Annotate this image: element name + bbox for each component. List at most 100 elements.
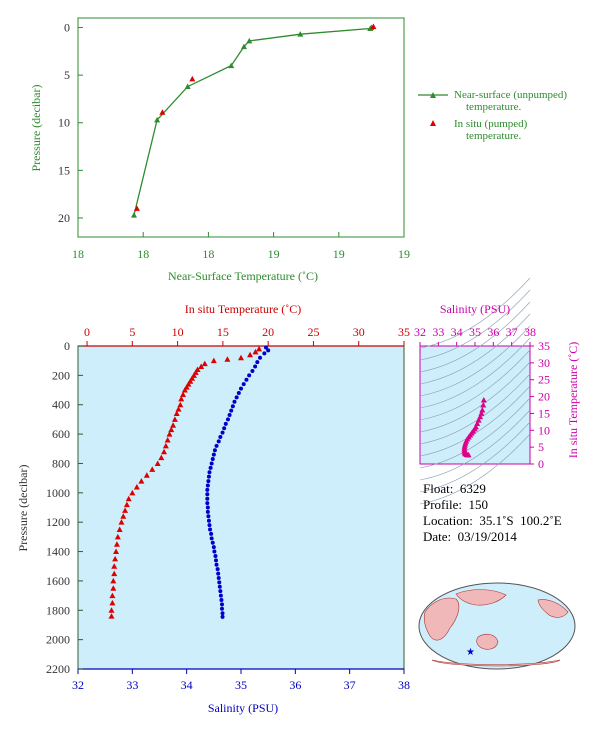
location-map: ★ bbox=[418, 582, 576, 670]
pumped-temperature-point bbox=[370, 23, 377, 30]
density-contour bbox=[419, 409, 531, 481]
temperature-tick-label: 5 bbox=[129, 325, 135, 339]
temperature-tick-label: 35 bbox=[398, 325, 410, 339]
temperature-point bbox=[122, 507, 129, 513]
density-contour bbox=[419, 337, 531, 409]
top-y-tick-label: 10 bbox=[58, 116, 70, 130]
salinity-point bbox=[218, 589, 223, 594]
salinity-point bbox=[220, 611, 225, 616]
legend-pumped-line2: temperature. bbox=[466, 130, 522, 142]
salinity-point bbox=[241, 382, 246, 387]
temperature-point bbox=[129, 489, 136, 496]
float-location: Location: 35.1˚S 100.2˚E bbox=[423, 513, 562, 528]
temperature-point bbox=[113, 541, 120, 547]
temperature-point bbox=[173, 410, 180, 417]
top-y-axis-label: Pressure (decibar) bbox=[29, 85, 43, 172]
temperature-point bbox=[247, 351, 254, 358]
salinity-point bbox=[223, 421, 228, 426]
salinity-point bbox=[214, 562, 219, 567]
salinity-point bbox=[227, 413, 232, 418]
top-y-tick-label: 5 bbox=[64, 68, 70, 82]
salinity-point bbox=[230, 404, 235, 409]
pumped-temperature-point bbox=[189, 75, 196, 82]
salinity-point bbox=[217, 580, 222, 585]
unpumped-temperature-point bbox=[228, 62, 235, 69]
ts-diagram: 32 33 34 35 36 37 38 0 5 10 15 20 25 30 35 Salinity (… bbox=[414, 277, 580, 505]
salinity-point bbox=[206, 518, 211, 523]
unpumped-temperature-point bbox=[297, 31, 304, 37]
salinity-point bbox=[258, 355, 263, 360]
salinity-tick-label: 35 bbox=[235, 678, 247, 692]
salinity-point bbox=[232, 399, 237, 404]
pumped-temperature-point bbox=[159, 109, 166, 115]
temperature-point bbox=[168, 426, 175, 433]
density-contour bbox=[419, 301, 531, 373]
main-plot-frame bbox=[77, 345, 405, 670]
top-x-tick-label: 18 bbox=[72, 247, 84, 261]
legend-unpumped-line1: Near-surface (unpumped) bbox=[454, 89, 567, 101]
salinity-point bbox=[205, 496, 210, 501]
salinity-point bbox=[205, 492, 210, 497]
ts-temperature-tick-label: 10 bbox=[538, 423, 550, 437]
pressure-tick-label: 1200 bbox=[46, 515, 70, 529]
pressure-tick-label: 800 bbox=[52, 456, 70, 470]
ts-salinity-tick-label: 32 bbox=[414, 325, 426, 339]
ts-temperature-label: In situ Temperature (˚C) bbox=[566, 342, 580, 459]
density-contour bbox=[419, 433, 531, 505]
ts-temperature-tick-label: 5 bbox=[538, 440, 544, 454]
salinity-point bbox=[207, 470, 212, 475]
temperature-point bbox=[170, 422, 177, 428]
salinity-point bbox=[236, 390, 241, 395]
temperature-point bbox=[164, 436, 171, 443]
temperature-point bbox=[112, 555, 119, 562]
map-land-asia bbox=[455, 589, 507, 606]
salinity-point bbox=[210, 540, 215, 545]
ts-point bbox=[480, 402, 487, 408]
salinity-point bbox=[215, 567, 220, 572]
density-contour bbox=[419, 277, 531, 349]
temperature-point bbox=[120, 513, 127, 519]
temperature-point bbox=[171, 416, 178, 422]
main-temperature-axis-label: In situ Temperature (˚C) bbox=[185, 302, 302, 316]
profile-number: Profile: 150 bbox=[423, 497, 488, 512]
temperature-point bbox=[109, 592, 116, 599]
ts-point bbox=[479, 407, 486, 413]
ts-salinity-label: Salinity (PSU) bbox=[440, 302, 510, 316]
salinity-point bbox=[210, 457, 215, 462]
temperature-point bbox=[116, 526, 123, 533]
pressure-tick-label: 600 bbox=[52, 427, 70, 441]
temperature-point bbox=[180, 391, 187, 397]
salinity-point bbox=[247, 373, 252, 378]
ts-temperature-tick-label: 30 bbox=[538, 356, 550, 370]
top-y-tick-label: 20 bbox=[58, 211, 70, 225]
map-land-australia bbox=[476, 633, 499, 650]
temperature-tick-label: 30 bbox=[353, 325, 365, 339]
top-x-tick-label: 19 bbox=[333, 247, 345, 261]
legend-marker-pumped bbox=[430, 120, 436, 126]
salinity-tick-label: 37 bbox=[344, 678, 356, 692]
salinity-point bbox=[205, 483, 210, 488]
salinity-point bbox=[222, 426, 227, 431]
salinity-point bbox=[225, 417, 230, 422]
ts-salinity-tick-label: 36 bbox=[487, 325, 499, 339]
temperature-point bbox=[161, 448, 168, 455]
profile-chart: 0 5 10 15 20 25 30 35 32 33 34 35 36 37 38 0 200 400 600… bbox=[16, 302, 410, 715]
density-contour bbox=[419, 373, 531, 445]
unpumped-temperature-point bbox=[240, 43, 247, 50]
ts-plot-frame bbox=[419, 345, 531, 465]
top-y-tick-label: 15 bbox=[58, 163, 70, 177]
density-contour bbox=[419, 289, 531, 361]
salinity-point bbox=[212, 448, 217, 453]
density-contour bbox=[419, 349, 531, 421]
pressure-tick-label: 1600 bbox=[46, 574, 70, 588]
density-contour bbox=[419, 325, 531, 397]
salinity-tick-label: 32 bbox=[72, 678, 84, 692]
main-pressure-axis-label: Pressure (decibar) bbox=[16, 465, 30, 552]
temperature-point bbox=[177, 401, 184, 408]
top-x-tick-label: 19 bbox=[268, 247, 280, 261]
temperature-point bbox=[162, 442, 169, 449]
float-location-marker: ★ bbox=[466, 647, 475, 658]
temperature-point bbox=[108, 613, 115, 619]
map-land-antarctica bbox=[431, 659, 561, 667]
salinity-tick-label: 36 bbox=[289, 678, 301, 692]
